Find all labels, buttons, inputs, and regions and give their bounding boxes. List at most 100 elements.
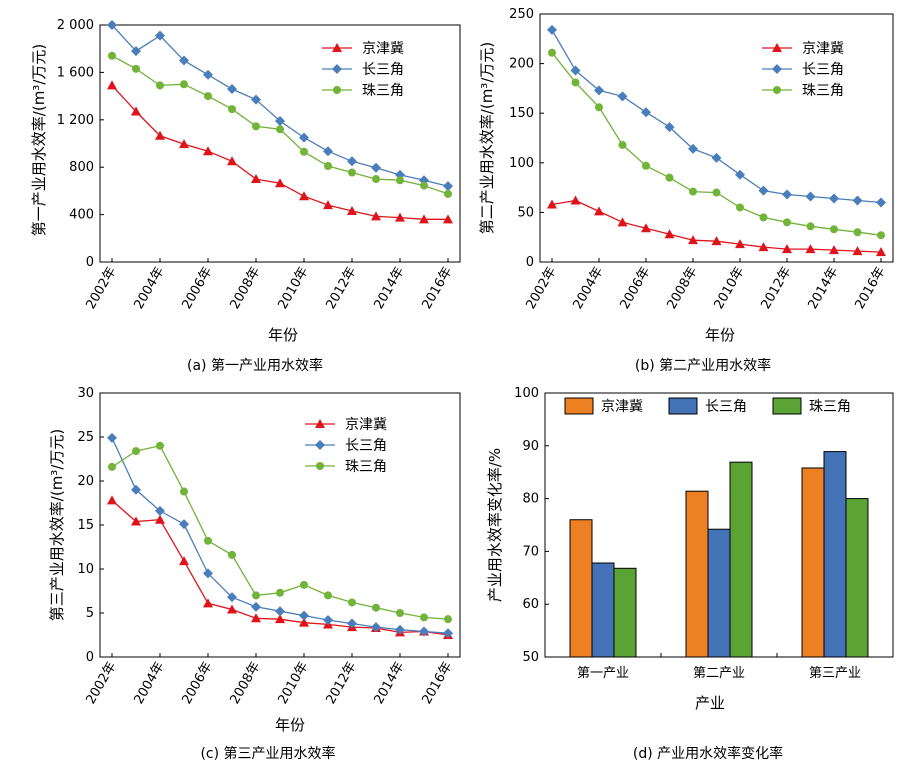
y-tick-label: 2 000 <box>57 18 94 33</box>
data-point <box>853 228 862 237</box>
data-point <box>688 235 698 245</box>
data-point <box>617 91 628 102</box>
data-point <box>252 122 260 131</box>
data-point <box>371 622 381 633</box>
data-point <box>179 55 189 66</box>
data-point <box>782 244 792 254</box>
panel-d-caption: (d) 产业用水效率变化率 <box>633 745 783 762</box>
x-tick-label: 2004年 <box>131 660 167 707</box>
legend-label: 京津冀 <box>345 417 387 433</box>
data-point <box>180 487 188 496</box>
data-point <box>227 592 237 603</box>
data-point <box>323 146 333 157</box>
panel-d-series <box>569 451 869 658</box>
x-tick-label: 2016年 <box>419 265 455 312</box>
legend-label: 珠三角 <box>809 399 851 415</box>
y-tick-label: 200 <box>509 57 534 72</box>
panel-a-xticks: 2002年 2004年 2006年 2008年 2010年 2012年 2014年 2016年 <box>83 258 455 312</box>
x-tick-label: 2002年 <box>523 265 559 312</box>
data-point <box>396 176 404 185</box>
data-point <box>805 191 816 202</box>
y-tick-label: 70 <box>522 544 539 559</box>
series-line-1 <box>111 437 449 634</box>
bar <box>707 528 731 658</box>
x-tick-label: 2008年 <box>227 265 263 312</box>
data-point <box>179 139 189 149</box>
data-point <box>712 188 721 197</box>
panel-b-series <box>547 24 886 257</box>
data-point <box>444 615 452 624</box>
legend-label: 长三角 <box>345 438 387 454</box>
data-point <box>689 187 697 196</box>
data-point <box>805 244 816 254</box>
data-point <box>348 598 356 607</box>
panel-d-legend: 京津冀 长三角 珠三角 <box>564 397 851 415</box>
data-point <box>444 189 452 198</box>
data-point <box>852 195 863 206</box>
data-point <box>618 140 627 149</box>
panel-b: 2002年 2004年 2006年 2008年 2010年 2012年 2014年 2016年… <box>478 7 894 374</box>
data-point <box>443 628 453 639</box>
panel-c-caption: (c) 第三产业用水效率 <box>200 745 335 762</box>
data-point <box>203 568 213 579</box>
data-point <box>251 613 261 623</box>
y-tick-label: 80 <box>522 492 539 507</box>
data-point <box>347 618 357 629</box>
data-point <box>371 211 381 221</box>
x-tick-label: 2004年 <box>131 265 167 312</box>
data-point <box>419 626 429 637</box>
data-point <box>323 200 333 210</box>
x-tick-label: 2014年 <box>805 265 841 312</box>
panel-b-caption: (b) 第二产业用水效率 <box>635 357 771 374</box>
data-point <box>570 195 581 205</box>
data-point <box>108 462 116 471</box>
legend-label: 长三角 <box>705 399 747 415</box>
x-tick-label: 2010年 <box>711 265 747 312</box>
data-point <box>806 222 815 231</box>
data-point <box>179 556 189 566</box>
data-point <box>547 24 557 35</box>
bar <box>801 467 825 658</box>
x-tick-label: 第二产业 <box>693 666 745 681</box>
data-point <box>156 81 164 90</box>
data-point <box>132 447 140 456</box>
data-point <box>107 495 117 505</box>
data-point <box>571 78 580 87</box>
x-tick-label: 2006年 <box>179 660 215 707</box>
legend-label: 珠三角 <box>802 83 844 99</box>
data-point <box>156 441 164 450</box>
panel-a-yticks: 0 400 800 1 200 1 600 2 000 <box>57 18 461 270</box>
data-point <box>876 197 886 208</box>
panel-d-yticks: 50 60 70 80 90 100 <box>514 386 894 665</box>
panel-b-xlabel: 年份 <box>705 326 735 344</box>
legend-marker <box>772 64 782 74</box>
legend-swatch <box>564 397 594 415</box>
data-point <box>275 178 285 188</box>
x-tick-label: 2012年 <box>323 660 359 707</box>
data-point <box>396 609 404 617</box>
legend-label: 京津冀 <box>601 399 643 415</box>
data-point <box>300 580 308 589</box>
data-point <box>107 80 117 90</box>
x-tick-label: 2016年 <box>419 660 455 707</box>
panel-a-series <box>107 20 453 224</box>
data-point <box>275 606 285 617</box>
data-point <box>829 245 839 255</box>
panel-c-ylabel: 第三产业用水效率/(m³/万元) <box>48 429 66 621</box>
y-tick-label: 1 200 <box>57 113 94 128</box>
plot-frame <box>539 13 894 263</box>
data-point <box>323 615 333 626</box>
legend-marker <box>316 462 324 470</box>
panel-d-ylabel: 产业用水效率变化率/% <box>486 448 504 602</box>
x-tick-label: 2016年 <box>852 265 888 312</box>
y-tick-label: 0 <box>86 650 94 665</box>
y-tick-label: 5 <box>86 606 94 621</box>
data-point <box>642 161 650 170</box>
bar <box>613 567 637 658</box>
bar <box>729 461 753 658</box>
legend-label: 长三角 <box>362 62 404 78</box>
data-point <box>251 94 261 105</box>
data-point <box>324 591 332 600</box>
